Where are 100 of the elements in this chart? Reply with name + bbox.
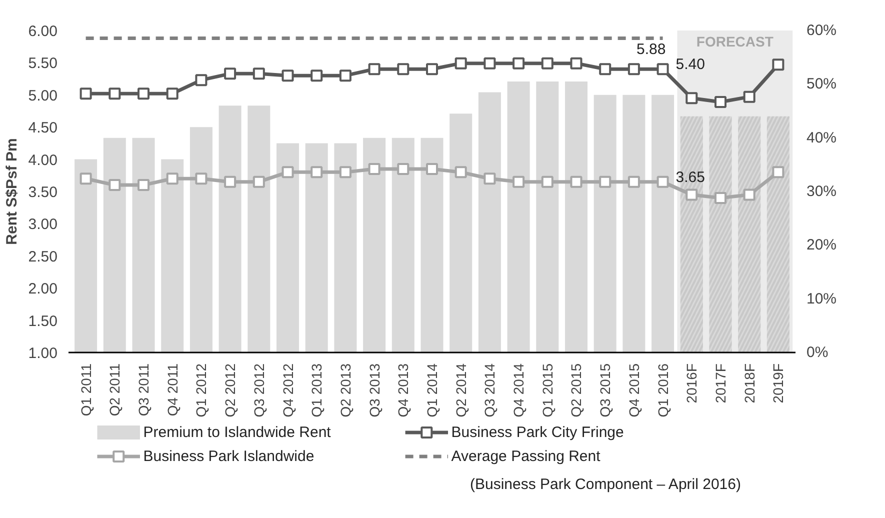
y-tick-label: 4.50	[28, 120, 58, 137]
point	[252, 68, 265, 80]
bar	[363, 138, 386, 352]
point	[397, 63, 410, 76]
x-tick-label: 2017F	[712, 363, 728, 404]
point	[599, 63, 612, 76]
x-tick-label: Q2 2015	[568, 363, 584, 418]
point	[541, 57, 554, 70]
y-tick-label: 3.50	[28, 184, 58, 201]
point	[339, 166, 352, 178]
bar	[450, 114, 472, 352]
y2-tick-label: 40%	[806, 129, 837, 146]
bar	[74, 159, 98, 352]
legend-label: Business Park Islandwide	[143, 448, 314, 465]
bar	[190, 127, 212, 352]
bar	[652, 94, 674, 352]
point	[628, 63, 640, 76]
point	[628, 176, 640, 188]
point	[714, 96, 726, 108]
annotation: 3.65	[676, 168, 705, 186]
bar	[305, 143, 328, 352]
point	[224, 68, 236, 80]
point	[686, 188, 698, 201]
x-tick-label: 2016F	[684, 363, 700, 404]
x-tick-label: Q1 2015	[539, 363, 556, 418]
point	[282, 166, 294, 178]
y-tick-label: 2.50	[28, 248, 58, 266]
bar	[276, 143, 300, 352]
x-tick-label: 2019F	[770, 363, 786, 404]
point	[426, 162, 438, 175]
point	[484, 172, 496, 185]
point	[454, 57, 467, 70]
point	[570, 176, 582, 188]
bar	[478, 92, 501, 352]
point	[454, 166, 467, 178]
bar	[248, 106, 270, 352]
x-tick-label: Q3 2015	[597, 363, 614, 418]
annotation: 5.40	[676, 56, 705, 74]
bar	[334, 143, 357, 352]
point	[656, 176, 669, 188]
point	[772, 166, 784, 178]
text: (Business Park Component – April 2016)	[470, 475, 741, 495]
bar	[507, 81, 530, 352]
point	[772, 58, 784, 71]
point	[108, 88, 121, 100]
y2-tick-label: 50%	[806, 76, 837, 93]
point	[599, 176, 612, 188]
x-tick-label: Q4 2015	[626, 363, 642, 418]
y-axis-title: Rent S$Psf Pm	[3, 138, 20, 245]
x-tick-label: Q3 2012	[250, 363, 267, 418]
x-tick-label: Q1 2012	[193, 363, 210, 418]
point	[743, 188, 756, 201]
x-tick-label: Q1 2016	[654, 363, 671, 418]
point	[743, 90, 756, 103]
x-tick-label: Q1 2011	[78, 363, 94, 416]
point	[397, 162, 410, 175]
point	[656, 63, 669, 76]
x-tick-label: Q2 2014	[452, 363, 469, 418]
point	[512, 57, 525, 70]
annotation: 5.88	[636, 41, 666, 58]
bar	[594, 94, 616, 352]
legend-label: Average Passing Rent	[451, 448, 602, 465]
x-tick-label: Q1 2014	[424, 363, 440, 418]
bar	[132, 138, 155, 352]
y2-tick-label: 10%	[806, 290, 837, 308]
band-label: FORECAST	[696, 34, 774, 50]
y2-tick-label: 0%	[806, 344, 828, 361]
point	[80, 88, 92, 100]
x-tick-label: Q2 2013	[337, 363, 354, 418]
point	[195, 172, 208, 185]
point	[368, 162, 380, 175]
x-tick-label: Q3 2013	[366, 363, 382, 418]
point	[108, 179, 121, 192]
x-tick-label: Q4 2012	[280, 363, 296, 418]
x-tick-label: Q1 2013	[308, 363, 325, 418]
point	[368, 63, 380, 76]
bar	[103, 138, 126, 352]
x-tick-label: Q3 2011	[136, 363, 152, 416]
point	[166, 88, 178, 100]
y-tick-label: 5.00	[28, 87, 58, 104]
y-tick-label: 3.00	[28, 216, 58, 234]
point	[138, 179, 150, 192]
y-tick-label: 1.50	[28, 312, 58, 330]
legend-label: Business Park City Fringe	[451, 424, 624, 441]
point	[484, 57, 496, 70]
point	[512, 176, 525, 188]
bar	[161, 159, 184, 352]
point	[339, 70, 352, 82]
y-tick-label: 4.00	[28, 152, 58, 169]
x-tick-label: Q3 2014	[482, 363, 498, 418]
point	[714, 192, 726, 204]
x-tick-label: 2018F	[741, 363, 758, 404]
bar	[392, 138, 414, 352]
point	[195, 74, 208, 86]
bar	[564, 81, 588, 352]
x-tick-label: Q4 2014	[510, 363, 527, 418]
x-tick-label: Q4 2011	[164, 363, 180, 416]
point	[138, 88, 150, 100]
bar	[218, 106, 242, 352]
point	[166, 172, 178, 185]
